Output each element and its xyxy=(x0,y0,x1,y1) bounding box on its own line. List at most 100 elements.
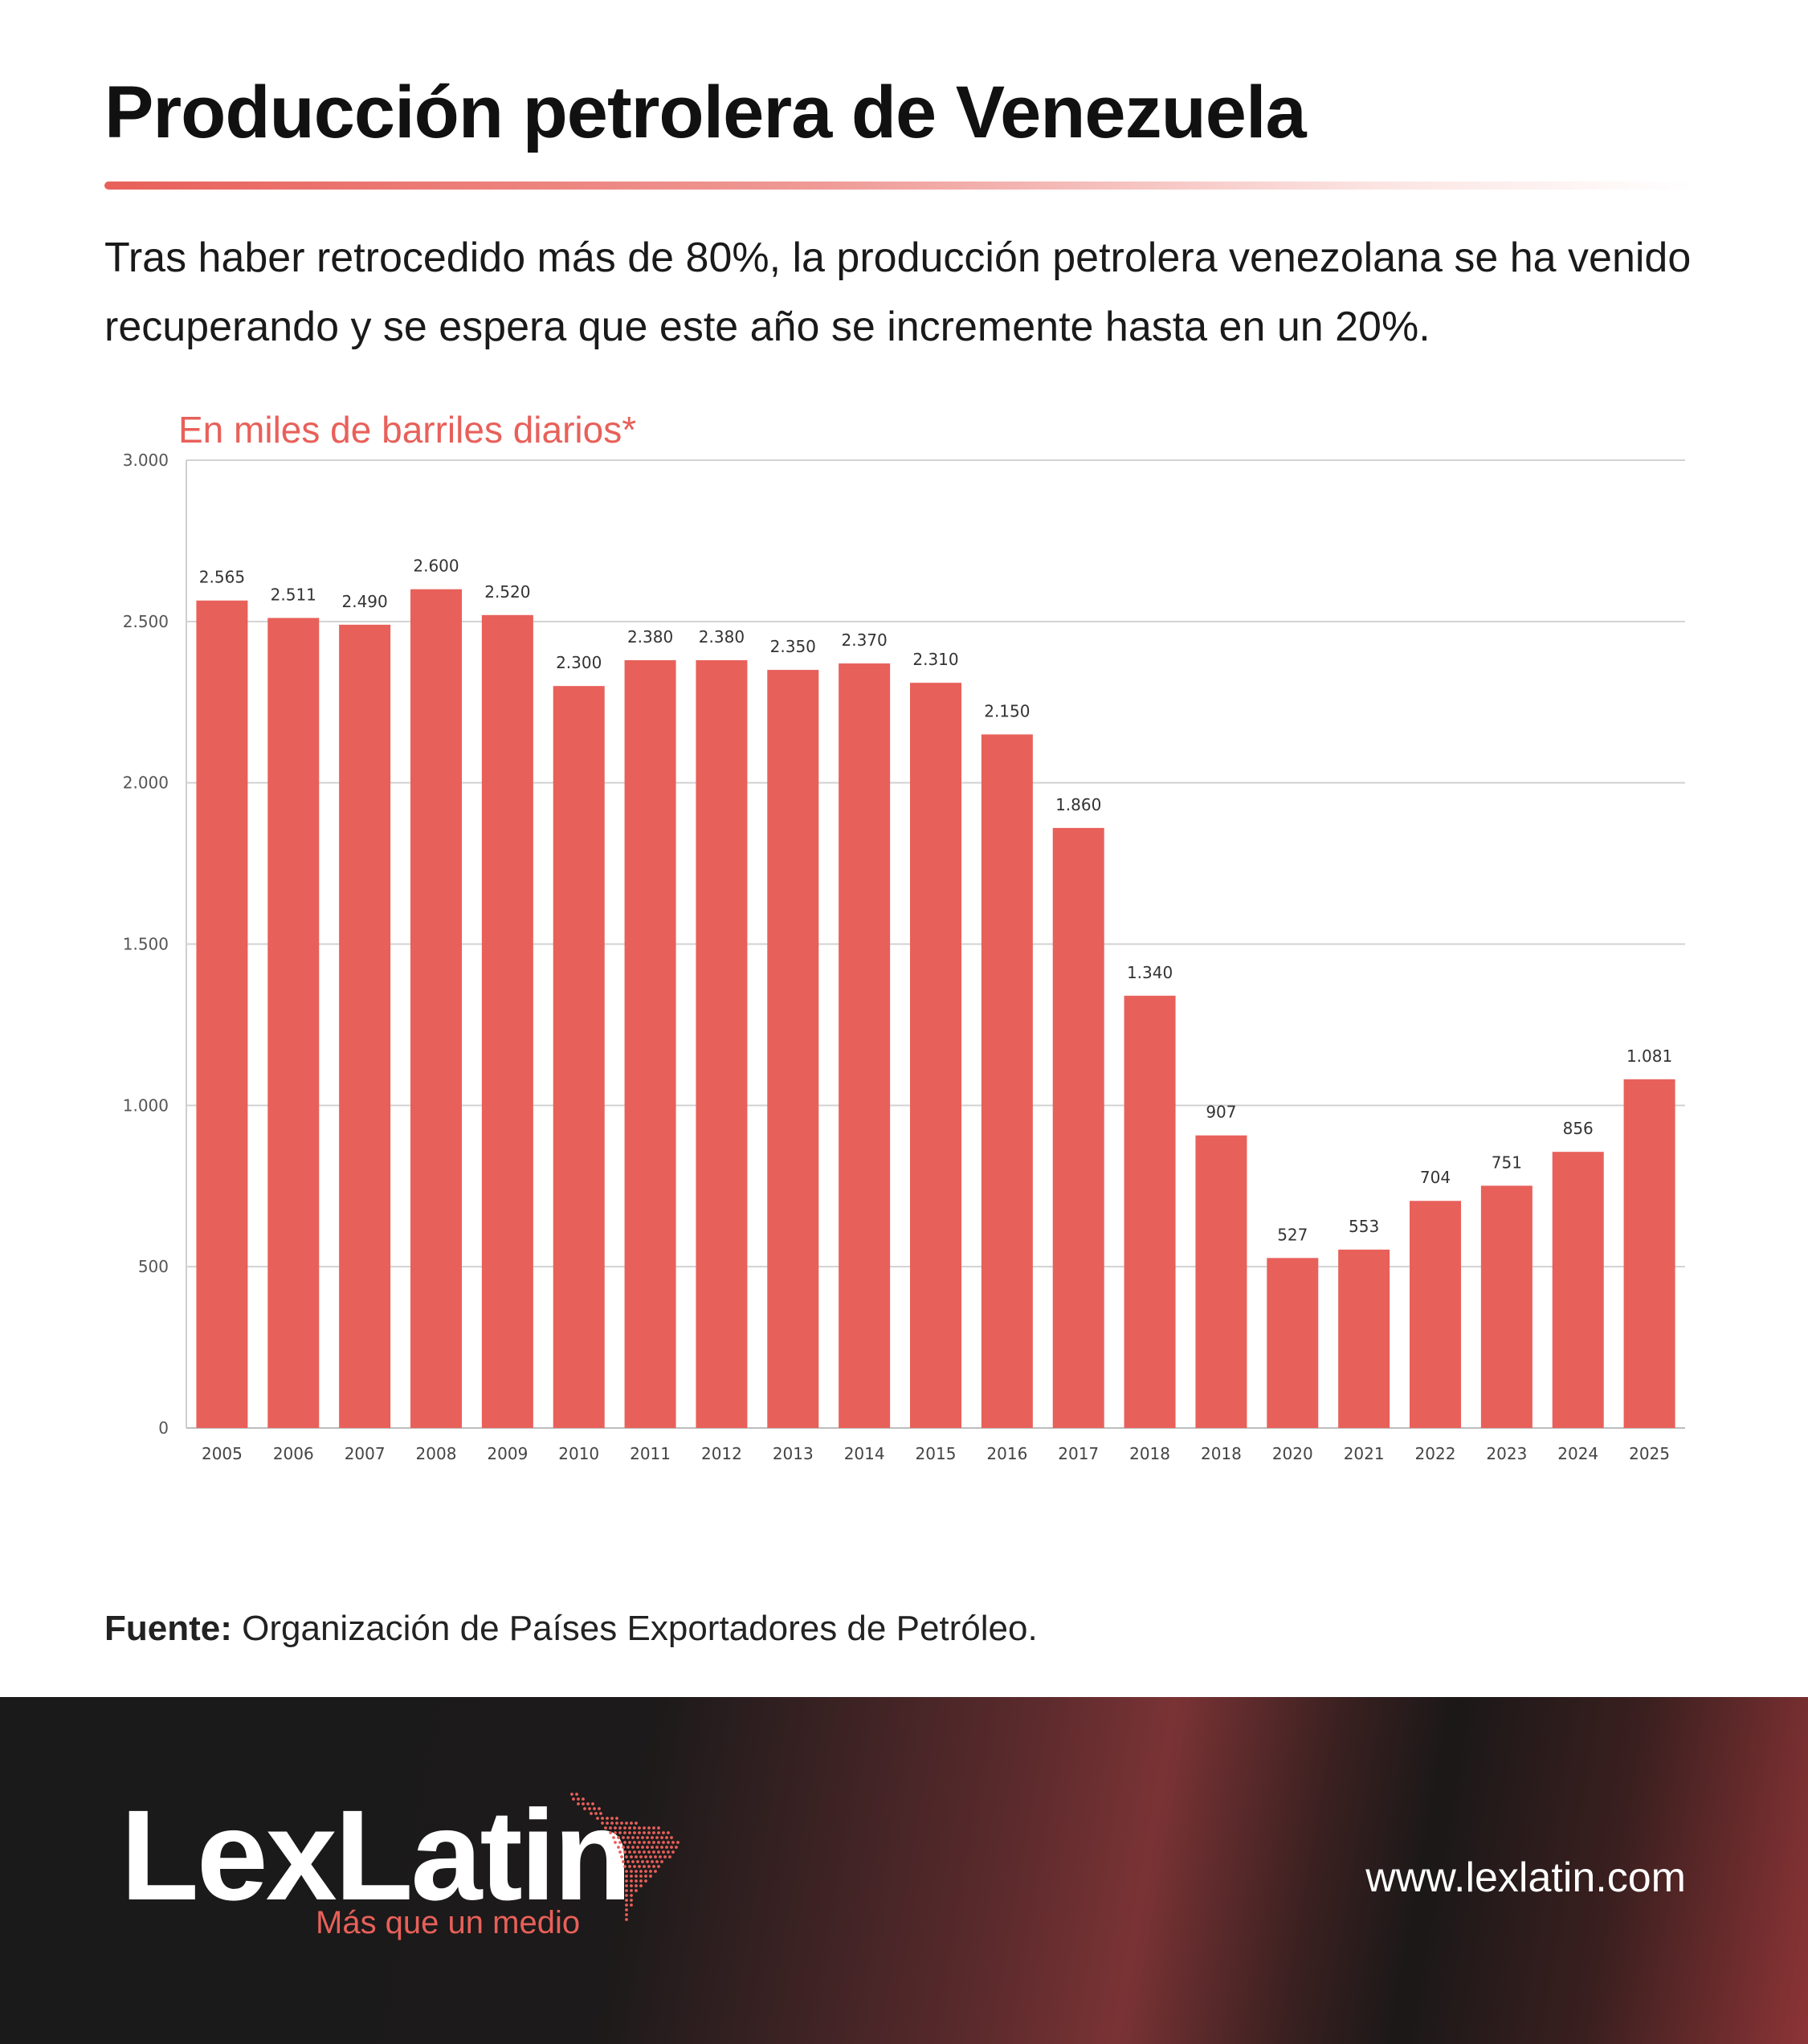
map-dot xyxy=(641,1836,644,1839)
x-tick-label: 2018 xyxy=(1201,1444,1242,1463)
map-dot xyxy=(593,1807,596,1810)
map-dot xyxy=(628,1850,631,1854)
map-dot xyxy=(609,1831,612,1834)
bar xyxy=(1410,1201,1461,1428)
x-tick-label: 2009 xyxy=(487,1444,528,1463)
bar-value-label: 1.860 xyxy=(1055,795,1101,814)
map-dot xyxy=(612,1836,615,1839)
bar xyxy=(1623,1079,1675,1428)
map-dot xyxy=(670,1846,673,1849)
map-dot xyxy=(657,1826,660,1830)
map-dot xyxy=(654,1870,657,1873)
map-dot xyxy=(649,1875,652,1878)
map-dot xyxy=(647,1831,651,1834)
bar-value-label: 2.350 xyxy=(770,637,816,656)
map-dot xyxy=(652,1850,655,1854)
x-tick-label: 2014 xyxy=(844,1444,885,1463)
map-dot xyxy=(676,1841,680,1844)
x-tick-label: 2022 xyxy=(1415,1444,1456,1463)
map-dot xyxy=(660,1860,663,1863)
bar xyxy=(196,600,248,1428)
map-dot xyxy=(667,1831,670,1834)
map-dot xyxy=(590,1812,593,1815)
map-dot xyxy=(662,1831,665,1834)
map-dot xyxy=(625,1903,628,1907)
map-dot xyxy=(635,1870,638,1873)
map-dot xyxy=(649,1855,652,1858)
y-tick-label: 2.000 xyxy=(123,773,169,793)
map-dot xyxy=(649,1870,652,1873)
map-dot xyxy=(630,1884,633,1887)
map-dot xyxy=(582,1802,585,1805)
map-dot xyxy=(667,1850,670,1854)
map-dot xyxy=(609,1826,612,1830)
y-tick-label: 0 xyxy=(158,1418,169,1438)
map-dot xyxy=(663,1855,667,1858)
map-dot xyxy=(625,1875,628,1878)
y-tick-label: 1.500 xyxy=(123,935,169,954)
map-dot xyxy=(586,1802,590,1805)
map-dot xyxy=(625,1913,628,1916)
map-dot xyxy=(635,1879,638,1883)
x-tick-label: 2016 xyxy=(986,1444,1027,1463)
map-dot xyxy=(671,1841,675,1844)
bar-value-label: 907 xyxy=(1206,1103,1236,1122)
map-dot xyxy=(652,1831,655,1834)
map-dot xyxy=(651,1846,654,1849)
map-dot xyxy=(630,1889,633,1892)
map-dot xyxy=(601,1817,604,1820)
map-dot xyxy=(652,1841,655,1844)
bar xyxy=(1338,1249,1390,1428)
map-dot xyxy=(636,1846,639,1849)
bar-value-label: 2.520 xyxy=(484,582,530,602)
map-dot xyxy=(660,1836,663,1839)
map-dot xyxy=(625,1870,628,1873)
bar-value-label: 704 xyxy=(1420,1168,1451,1187)
bar-value-label: 856 xyxy=(1563,1119,1594,1138)
map-dot xyxy=(570,1793,573,1796)
map-dot xyxy=(606,1817,609,1820)
map-dot xyxy=(598,1807,601,1810)
map-dot xyxy=(670,1836,673,1839)
map-dot xyxy=(647,1826,651,1830)
map-dot xyxy=(646,1860,649,1863)
map-dot xyxy=(618,1841,622,1844)
subtitle: Tras haber retrocedido más de 80%, la pr… xyxy=(104,235,1692,350)
map-dot xyxy=(671,1850,675,1854)
map-dot xyxy=(638,1826,641,1830)
map-dot xyxy=(654,1855,657,1858)
map-dot xyxy=(655,1846,659,1849)
map-dot xyxy=(623,1841,626,1844)
map-dot xyxy=(667,1841,670,1844)
bar-value-label: 2.380 xyxy=(699,627,745,647)
map-dot xyxy=(630,1822,633,1825)
unit-label: En miles de barriles diarios* xyxy=(178,409,637,451)
bar-value-label: 2.565 xyxy=(199,568,245,587)
bar-value-label: 2.370 xyxy=(842,630,888,650)
map-dot xyxy=(633,1850,636,1854)
lexlatin-logo: LexLatin xyxy=(120,1783,632,1927)
latin-america-map-icon xyxy=(570,1793,680,1921)
bar-value-label: 527 xyxy=(1277,1225,1308,1244)
bar xyxy=(410,589,462,1428)
x-tick-label: 2023 xyxy=(1486,1444,1527,1463)
source-note: Fuente: Organización de Países Exportado… xyxy=(104,1609,1038,1649)
x-tick-label: 2006 xyxy=(273,1444,314,1463)
logo-tagline: Más que un medio xyxy=(316,1905,581,1940)
map-dot xyxy=(630,1870,633,1873)
map-dot xyxy=(662,1841,665,1844)
map-dot xyxy=(630,1855,633,1858)
bar-value-label: 1.340 xyxy=(1127,963,1173,982)
map-dot xyxy=(647,1865,651,1868)
map-dot xyxy=(618,1826,622,1830)
map-dot xyxy=(636,1860,639,1863)
map-dot xyxy=(633,1865,636,1868)
map-dot xyxy=(630,1894,633,1897)
bar-value-label: 751 xyxy=(1492,1153,1522,1172)
map-dot xyxy=(641,1846,644,1849)
x-tick-label: 2013 xyxy=(773,1444,814,1463)
map-dot xyxy=(582,1797,585,1801)
map-dot xyxy=(591,1802,594,1805)
map-dot xyxy=(643,1841,646,1844)
map-dot xyxy=(583,1807,586,1810)
